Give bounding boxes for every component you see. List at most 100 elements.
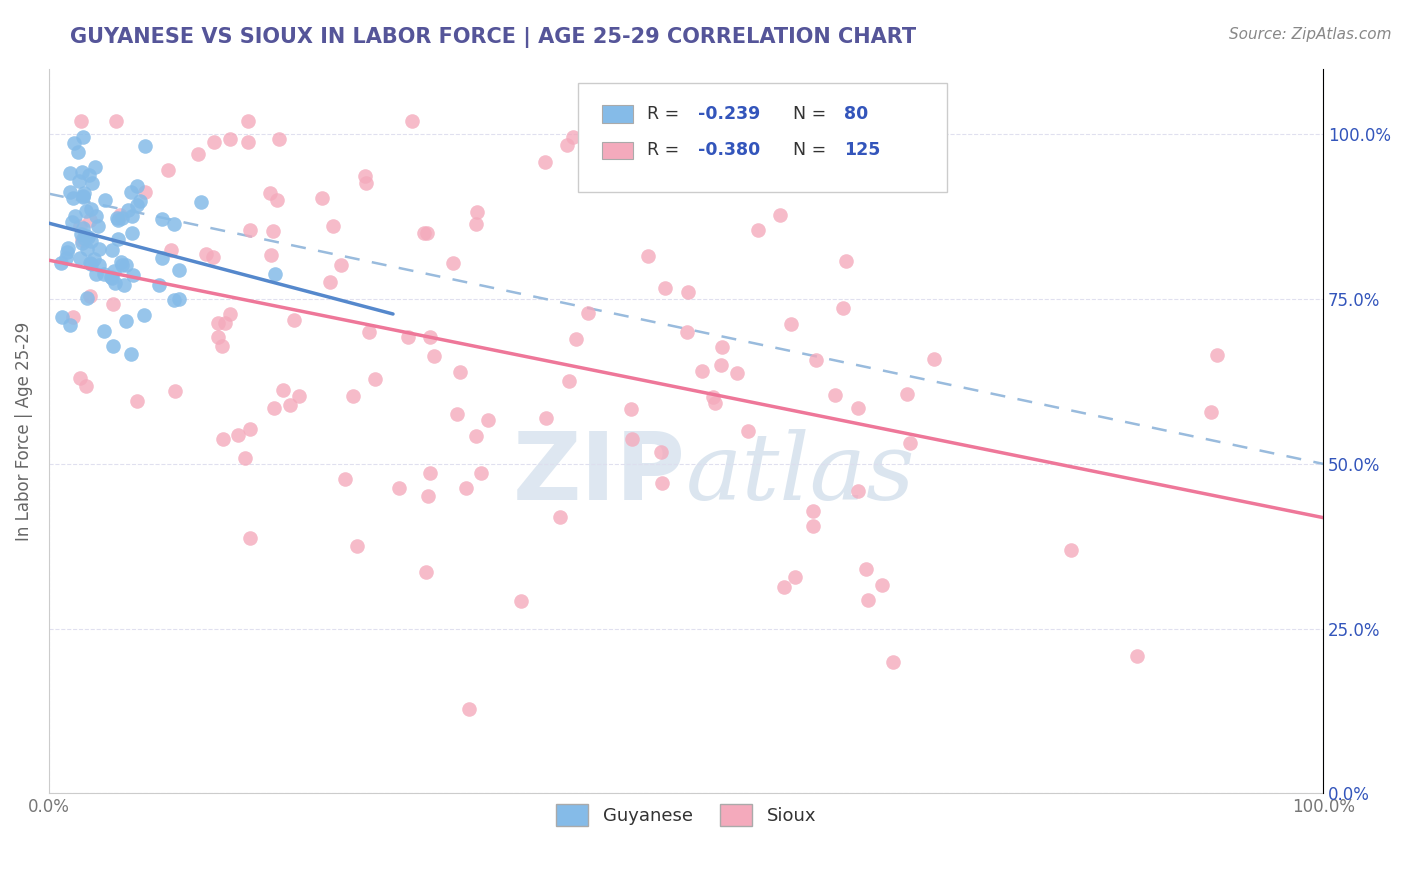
Point xyxy=(100,270,122,285)
Point xyxy=(773,580,796,594)
Point xyxy=(125,178,148,193)
Point xyxy=(134,185,156,199)
FancyBboxPatch shape xyxy=(578,83,948,192)
Point xyxy=(238,114,260,128)
Point xyxy=(834,254,856,268)
Point xyxy=(72,189,94,203)
Text: R =: R = xyxy=(647,142,685,160)
Point xyxy=(846,401,869,415)
Point xyxy=(101,338,124,352)
Point xyxy=(620,401,643,416)
FancyBboxPatch shape xyxy=(602,105,633,123)
Point xyxy=(558,374,581,388)
Point xyxy=(69,251,91,265)
Point xyxy=(101,270,124,285)
Point xyxy=(207,330,229,344)
Point xyxy=(342,389,364,403)
Point xyxy=(72,230,94,244)
Point xyxy=(1199,405,1222,419)
Point xyxy=(87,219,110,233)
Point xyxy=(62,136,84,151)
Point xyxy=(80,234,103,248)
Point xyxy=(650,445,672,459)
Point xyxy=(101,243,124,257)
Point xyxy=(150,211,173,226)
Point xyxy=(896,387,918,401)
Point xyxy=(806,353,828,368)
Point xyxy=(578,173,600,187)
Point xyxy=(75,229,97,244)
Point xyxy=(107,212,129,227)
Point xyxy=(419,466,441,480)
Point xyxy=(89,243,111,257)
Point xyxy=(79,255,101,269)
Point xyxy=(418,329,440,343)
Point xyxy=(1205,348,1227,362)
Point xyxy=(62,310,84,324)
Point xyxy=(80,257,103,271)
Point xyxy=(72,233,94,247)
Point xyxy=(190,194,212,209)
Point xyxy=(562,129,585,144)
Point xyxy=(70,235,93,250)
Point xyxy=(458,702,481,716)
Point xyxy=(725,367,748,381)
Point xyxy=(449,365,471,379)
Point xyxy=(533,155,555,169)
Point xyxy=(565,332,588,346)
Point xyxy=(72,190,94,204)
Point xyxy=(169,262,191,277)
Point xyxy=(122,268,145,282)
Point xyxy=(127,394,149,409)
Point xyxy=(319,275,342,289)
Point xyxy=(783,570,806,584)
Text: R =: R = xyxy=(647,105,685,123)
Point xyxy=(84,267,107,281)
Point xyxy=(67,174,90,188)
Point xyxy=(167,292,190,306)
Text: atlas: atlas xyxy=(686,429,915,519)
Point xyxy=(576,305,599,319)
Point xyxy=(239,222,262,236)
Point xyxy=(401,114,423,128)
Point xyxy=(77,230,100,244)
Point xyxy=(260,247,283,261)
Point xyxy=(93,324,115,338)
Point xyxy=(103,296,125,310)
Point xyxy=(412,226,434,240)
Point xyxy=(259,186,281,200)
Point xyxy=(907,114,929,128)
Point xyxy=(112,277,135,292)
Point xyxy=(110,254,132,268)
Point xyxy=(278,399,301,413)
Point xyxy=(388,481,411,495)
Point xyxy=(93,268,115,282)
Point xyxy=(157,162,180,177)
Point xyxy=(470,466,492,480)
Point xyxy=(59,185,82,199)
Point xyxy=(678,285,700,299)
Point xyxy=(195,246,218,260)
Point xyxy=(1060,542,1083,557)
Point xyxy=(509,594,531,608)
Point xyxy=(396,330,419,344)
Point xyxy=(55,245,77,260)
Text: N =: N = xyxy=(793,142,832,160)
Point xyxy=(84,209,107,223)
Point xyxy=(134,138,156,153)
Point xyxy=(676,325,699,339)
Y-axis label: In Labor Force | Age 25-29: In Labor Force | Age 25-29 xyxy=(15,321,32,541)
Text: Source: ZipAtlas.com: Source: ZipAtlas.com xyxy=(1229,27,1392,42)
Point xyxy=(69,219,91,234)
Point xyxy=(111,259,134,273)
Point xyxy=(207,316,229,330)
Point xyxy=(311,191,333,205)
Point xyxy=(72,129,94,144)
Point xyxy=(801,518,824,533)
Text: ZIP: ZIP xyxy=(513,428,686,520)
Point xyxy=(262,224,284,238)
Point xyxy=(63,209,86,223)
Point xyxy=(239,531,262,545)
Point xyxy=(104,276,127,290)
Point xyxy=(59,166,82,180)
